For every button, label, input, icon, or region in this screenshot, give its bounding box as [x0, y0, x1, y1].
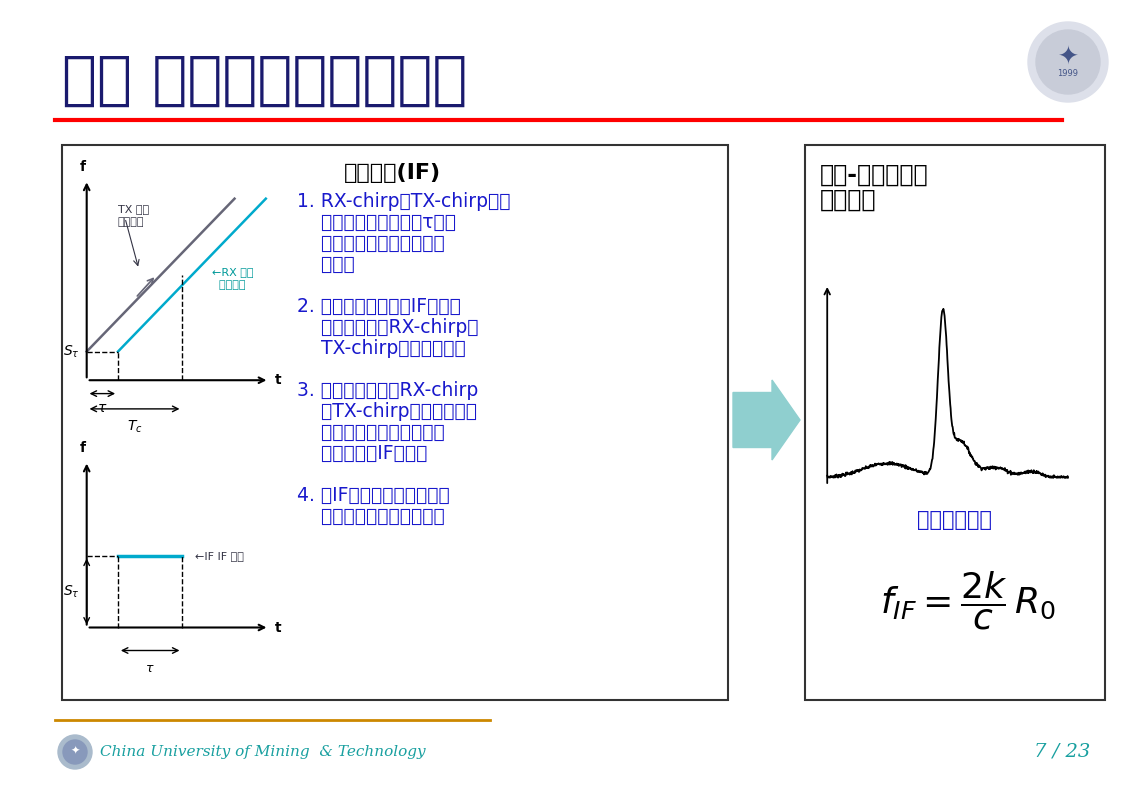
- Text: 迟版本，其延迟时间τ表示: 迟版本，其延迟时间τ表示: [297, 213, 456, 232]
- Circle shape: [58, 735, 92, 769]
- Text: $\tau$: $\tau$: [146, 662, 155, 675]
- Text: ←RX 线性: ←RX 线性: [212, 267, 254, 277]
- Text: 转换关系: 转换关系: [820, 188, 876, 212]
- Bar: [804, 145, 1105, 700]
- Text: TX-chirp频率的差值。: TX-chirp频率的差值。: [297, 339, 466, 358]
- Text: 和TX-chirp频率的差值，: 和TX-chirp频率的差值，: [297, 402, 477, 421]
- Text: 4. 对IF信号的频率估计即可: 4. 对IF信号的频率估计即可: [297, 486, 450, 505]
- Text: 中频信号(IF): 中频信号(IF): [343, 163, 441, 183]
- Text: TX 线性: TX 线性: [118, 204, 149, 214]
- Text: f: f: [80, 441, 86, 455]
- FancyArrow shape: [733, 380, 800, 460]
- Text: ✦: ✦: [71, 746, 80, 756]
- Circle shape: [1036, 30, 1100, 94]
- Circle shape: [1028, 22, 1109, 102]
- Text: 表征了反射目标产生一个: 表征了反射目标产生一个: [297, 423, 444, 442]
- Text: $f_{IF} = \dfrac{2k}{c}\,R_0$: $f_{IF} = \dfrac{2k}{c}\,R_0$: [880, 570, 1056, 632]
- Text: 调频脉冲: 调频脉冲: [118, 217, 145, 228]
- Text: 3. 在有效区间内，RX-chirp: 3. 在有效区间内，RX-chirp: [297, 381, 478, 400]
- Text: 1. RX-chirp是TX-chirp的延: 1. RX-chirp是TX-chirp的延: [297, 192, 511, 211]
- Text: f: f: [80, 160, 86, 174]
- Text: $T_c$: $T_c$: [127, 419, 142, 435]
- Text: 频率-距离估计的: 频率-距离估计的: [820, 163, 929, 187]
- Text: 2. 混频器输出信号（IF信号）: 2. 混频器输出信号（IF信号）: [297, 297, 461, 316]
- Text: 获得雷达至物体的距离。: 获得雷达至物体的距离。: [297, 507, 444, 526]
- Circle shape: [63, 740, 88, 764]
- Text: $\tau$: $\tau$: [98, 401, 108, 416]
- Text: 信号在雷达和物体的往返: 信号在雷达和物体的往返: [297, 234, 444, 253]
- Text: $S_\tau$: $S_\tau$: [63, 584, 80, 600]
- Text: ✦: ✦: [1058, 46, 1078, 70]
- Text: 的瞬时频率是RX-chirp和: 的瞬时频率是RX-chirp和: [297, 318, 478, 337]
- Bar: [62, 145, 728, 700]
- Text: $S_\tau$: $S_\tau$: [63, 343, 80, 360]
- Text: China University of Mining  & Technology: China University of Mining & Technology: [100, 745, 425, 759]
- Text: 恒定频率的IF信号。: 恒定频率的IF信号。: [297, 444, 427, 463]
- Text: ←IF IF 信号: ←IF IF 信号: [194, 550, 243, 561]
- Text: 二、 毫米波雷达测距原理: 二、 毫米波雷达测距原理: [62, 52, 468, 109]
- Text: 1999: 1999: [1058, 70, 1078, 79]
- Text: 中频信号频谱: 中频信号频谱: [918, 510, 993, 530]
- Text: 调频脉冲: 调频脉冲: [212, 281, 246, 290]
- Text: 7 / 23: 7 / 23: [1033, 743, 1091, 761]
- Text: 时间。: 时间。: [297, 255, 355, 274]
- Text: t: t: [275, 620, 282, 634]
- Text: t: t: [275, 374, 282, 387]
